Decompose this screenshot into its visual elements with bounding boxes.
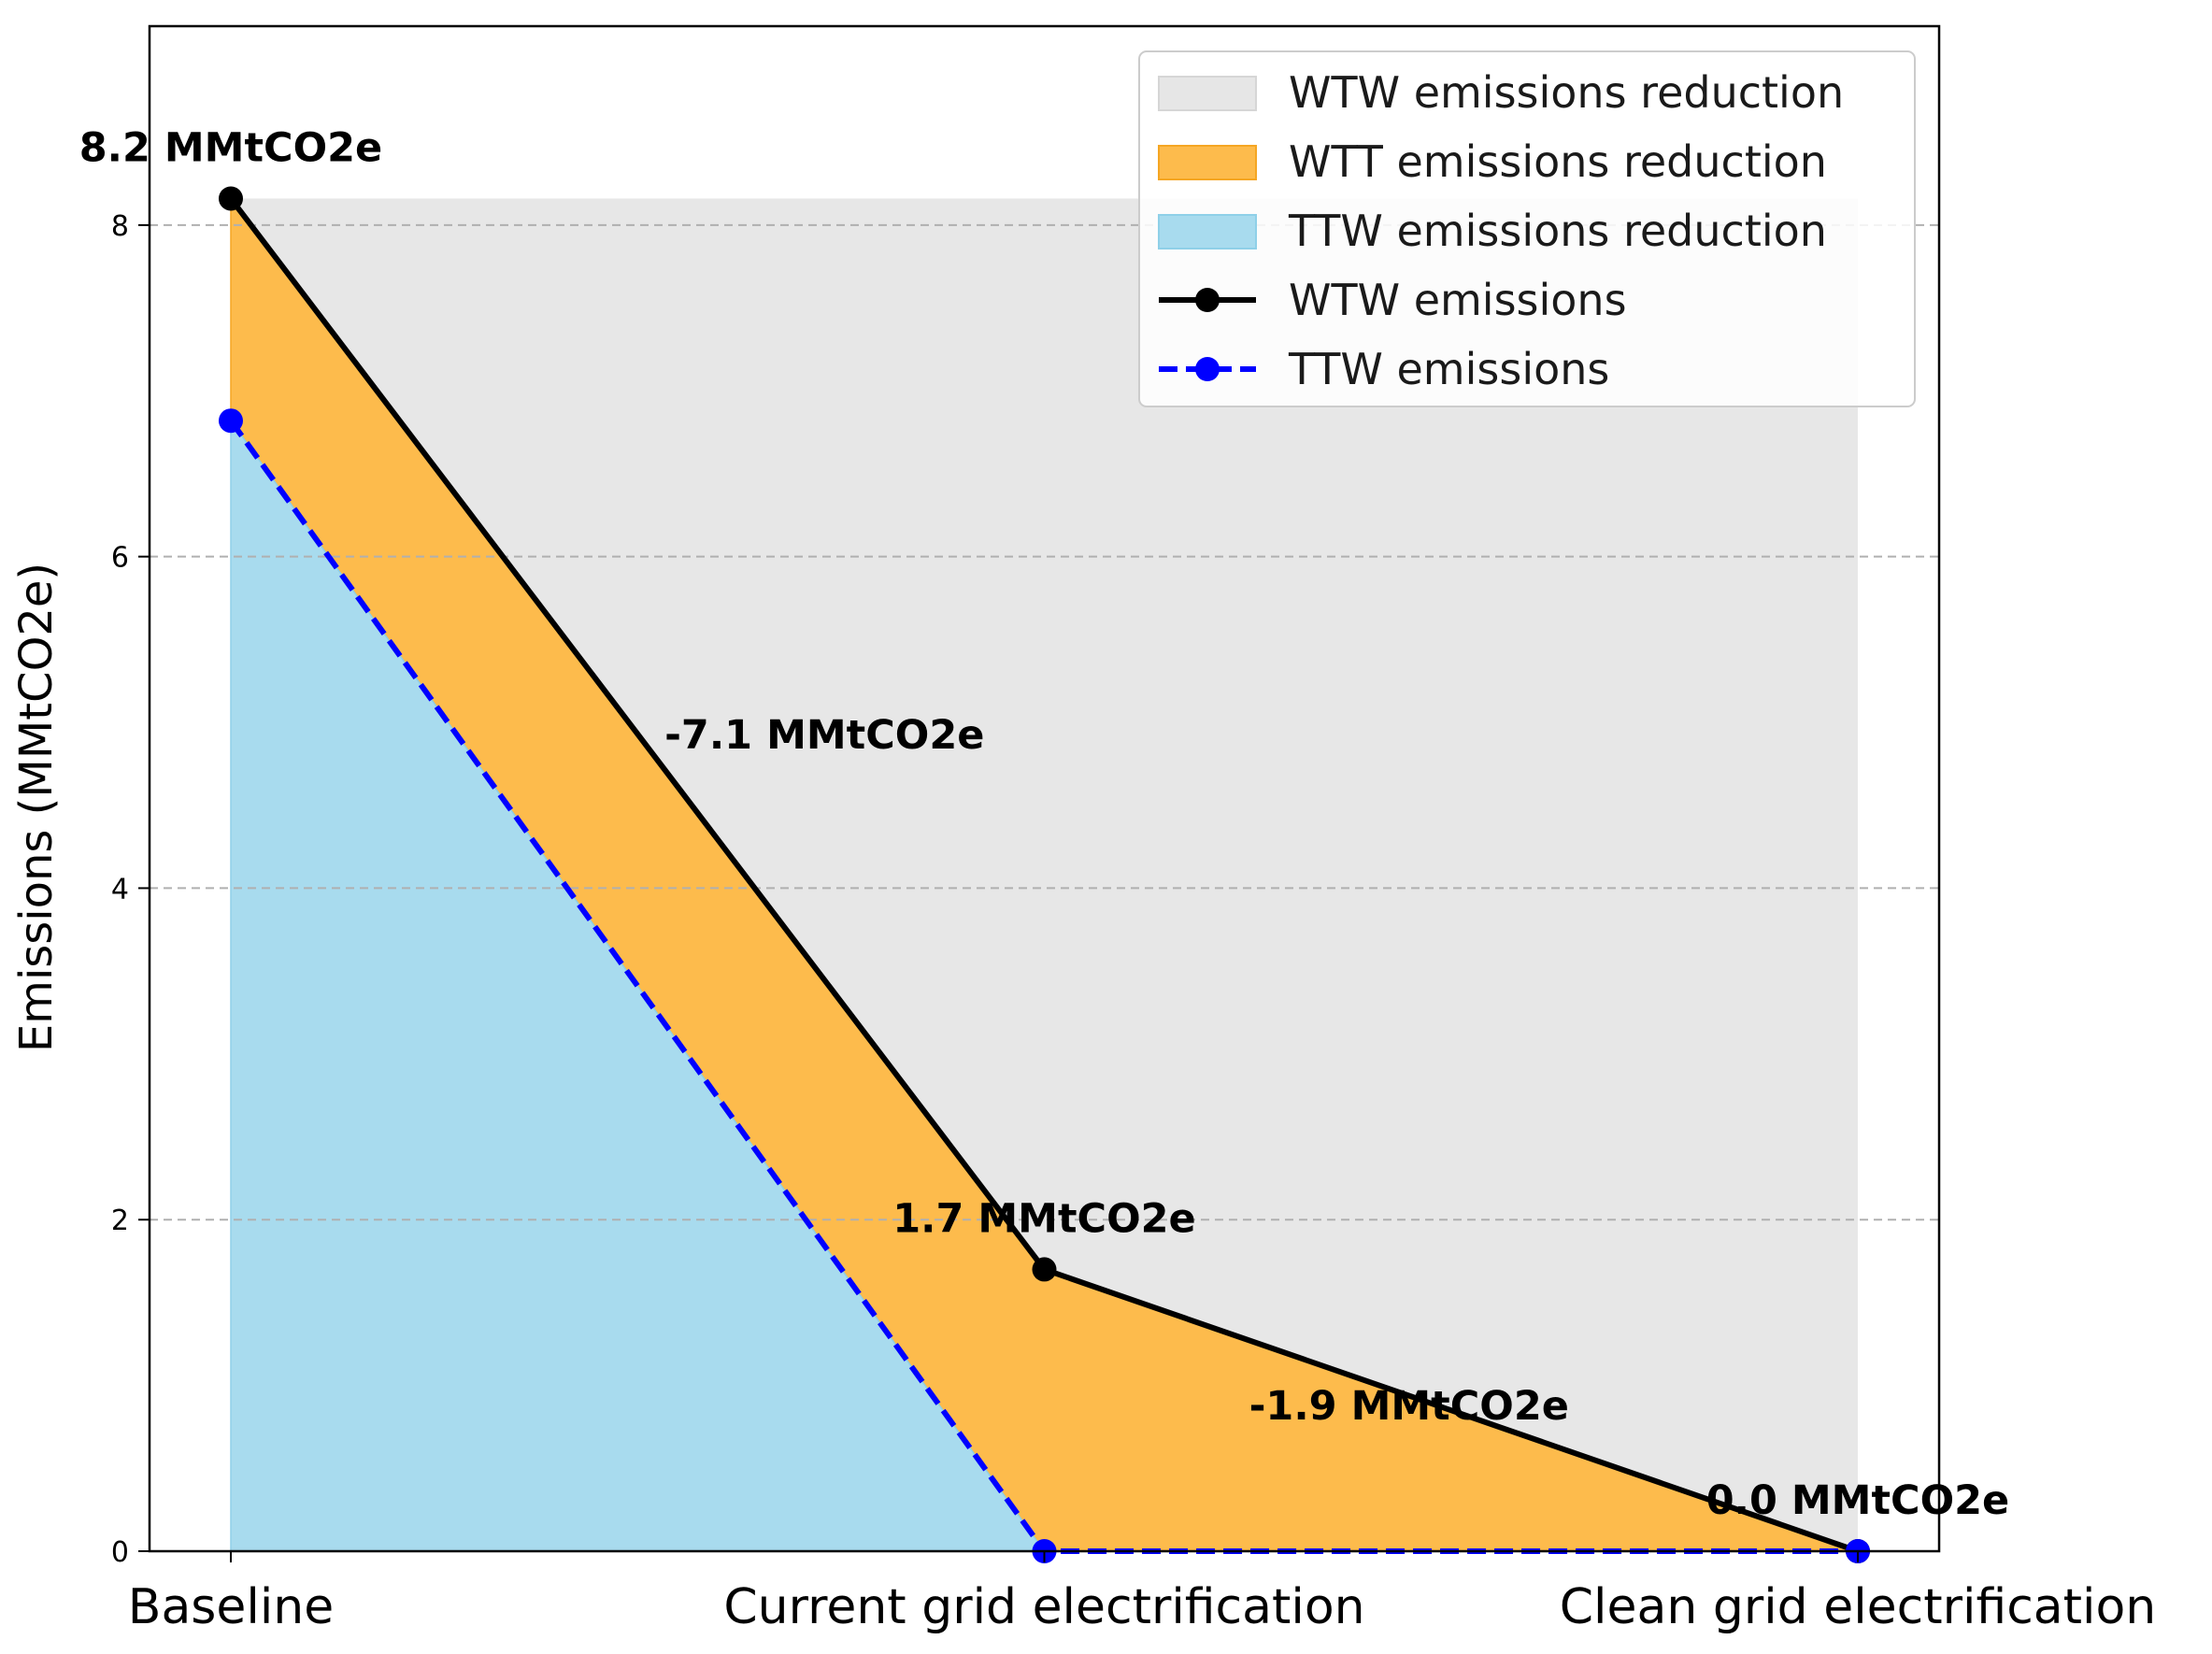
data-label: -7.1 MMtCO2e [664,712,984,759]
legend-marker [1195,288,1220,312]
legend: WTW emissions reduction WTT emissions red… [1138,50,1916,407]
legend-marker [1195,357,1220,381]
legend-box [1138,50,1916,407]
data-point [1032,1257,1057,1282]
data-label: -1.9 MMtCO2e [1249,1383,1569,1430]
data-label: 0.0 MMtCO2e [1706,1477,2009,1524]
legend-label: TTW emissions reduction [1288,206,1827,256]
legend-label: TTW emissions [1288,344,1609,394]
axes-layer: 0 2 4 6 8 Baseline Current grid electrificatio… [111,24,2157,1635]
y-axis-title: Emissions (MMtCO2e) [10,563,63,1052]
y-tick-label: 6 [111,542,129,575]
data-label: 8.2 MMtCO2e [79,124,382,171]
x-tick-label: Clean grid electrification [1560,1579,2157,1635]
legend-swatch [1158,76,1257,111]
y-tick-label: 2 [111,1205,129,1237]
y-tick-label: 4 [111,873,129,905]
y-tick-label: 8 [111,210,129,243]
data-point [219,408,243,434]
legend-label: WTW emissions reduction [1289,67,1844,118]
x-tick-label: Baseline [128,1579,334,1635]
data-label: 1.7 MMtCO2e [892,1195,1195,1242]
legend-swatch [1158,145,1257,180]
legend-label: WTW emissions [1289,275,1627,325]
legend-swatch [1158,214,1257,250]
legend-label: WTT emissions reduction [1289,136,1827,187]
labels-layer: 8.2 MMtCO2e 1.7 MMtCO2e 0.0 MMtCO2e -7.1 MM… [79,124,2009,1524]
y-tick-label: 0 [111,1536,129,1569]
x-tick-label: Current grid electrification [723,1579,1364,1635]
data-point [219,186,243,211]
